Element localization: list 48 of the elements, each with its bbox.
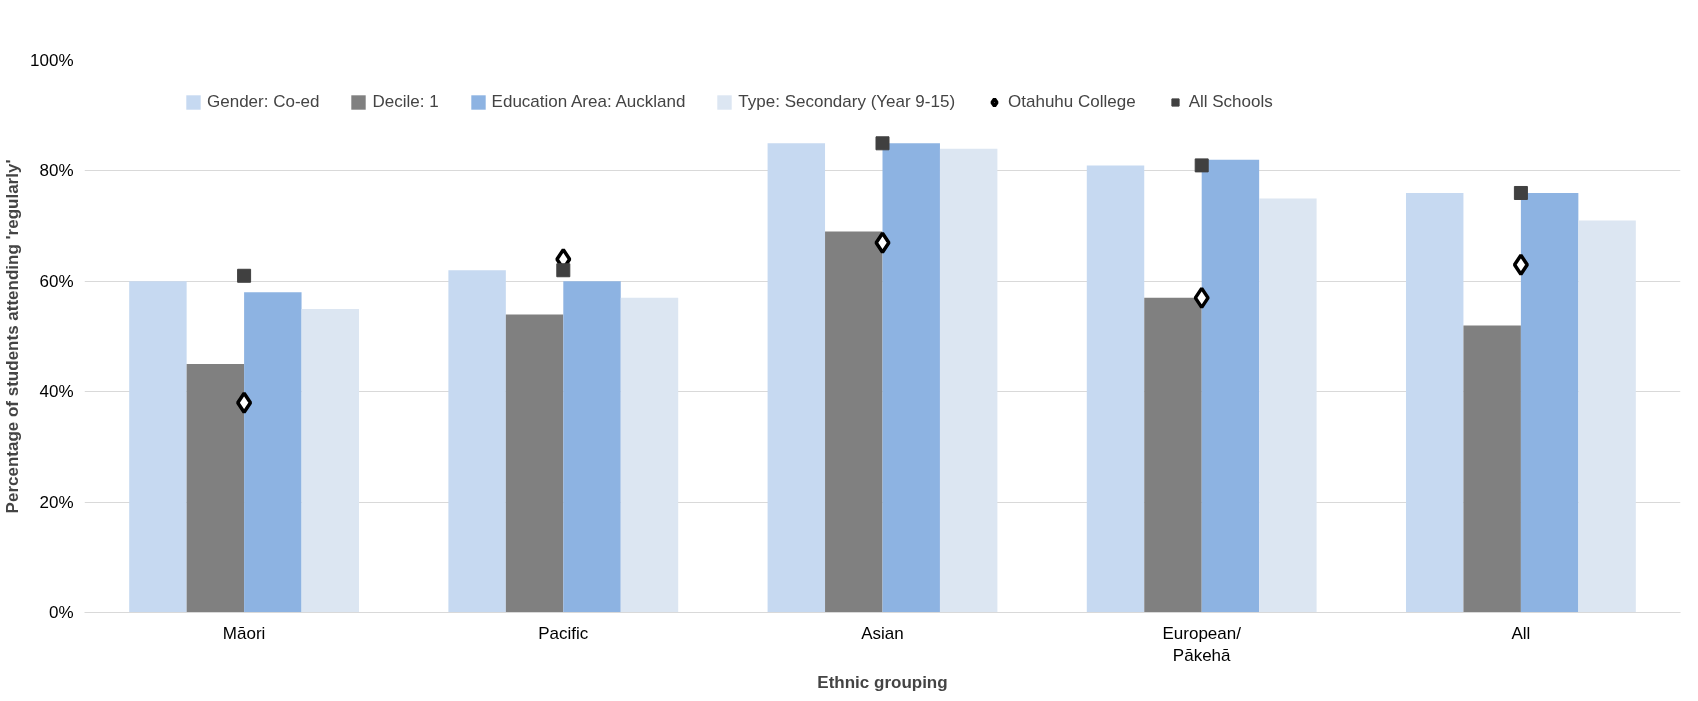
x-tick-label: All [1511, 623, 1531, 643]
bar [1405, 192, 1464, 613]
y-tick-label: 40% [39, 382, 74, 402]
bar [505, 314, 564, 613]
y-tick-label: 80% [39, 161, 74, 181]
legend-label: Decile: 1 [372, 92, 439, 112]
point [1512, 253, 1529, 276]
point [556, 263, 571, 278]
bar [1520, 192, 1579, 613]
y-tick-label: 100% [30, 51, 74, 70]
legend-label: Otahuhu College [1008, 92, 1136, 112]
y-tick-label: 60% [39, 271, 74, 291]
legend-label: Type: Secondary (Year 9-15) [738, 92, 956, 112]
bar [129, 281, 187, 613]
y-tick-label: 20% [39, 492, 74, 512]
point [1193, 286, 1210, 310]
bar [448, 270, 506, 613]
bar [1086, 165, 1145, 613]
legend-label: Education Area: Auckland [491, 92, 686, 112]
bar [1578, 220, 1636, 613]
x-tick-label: Asian [861, 623, 904, 643]
bar [882, 143, 940, 613]
x-tick-label: Pacific [538, 623, 589, 643]
x-tick-label: Māori [222, 623, 266, 643]
bar [1201, 159, 1260, 613]
bar [1259, 198, 1317, 613]
bar [620, 297, 679, 613]
bar [244, 292, 302, 613]
bar [1144, 297, 1202, 613]
bar [186, 364, 245, 613]
bar [767, 143, 826, 613]
x-tick-label: European/ Pākehā [1162, 623, 1242, 666]
bar [563, 281, 621, 613]
legend-label: Gender: Co-ed [207, 92, 320, 112]
x-axis-title: Ethnic grouping [817, 673, 948, 693]
point [1513, 185, 1528, 200]
legend-label: All Schools [1188, 92, 1273, 112]
bar [1463, 325, 1521, 613]
point [1194, 158, 1209, 173]
point [237, 268, 252, 283]
point [236, 391, 253, 414]
bar [939, 148, 998, 613]
point [874, 231, 891, 254]
bar [301, 308, 360, 613]
bar [825, 231, 883, 613]
y-tick-label: 0% [48, 603, 74, 622]
point [875, 136, 890, 151]
y-axis-title: Percentage of students attending 'regularly' [3, 159, 23, 514]
